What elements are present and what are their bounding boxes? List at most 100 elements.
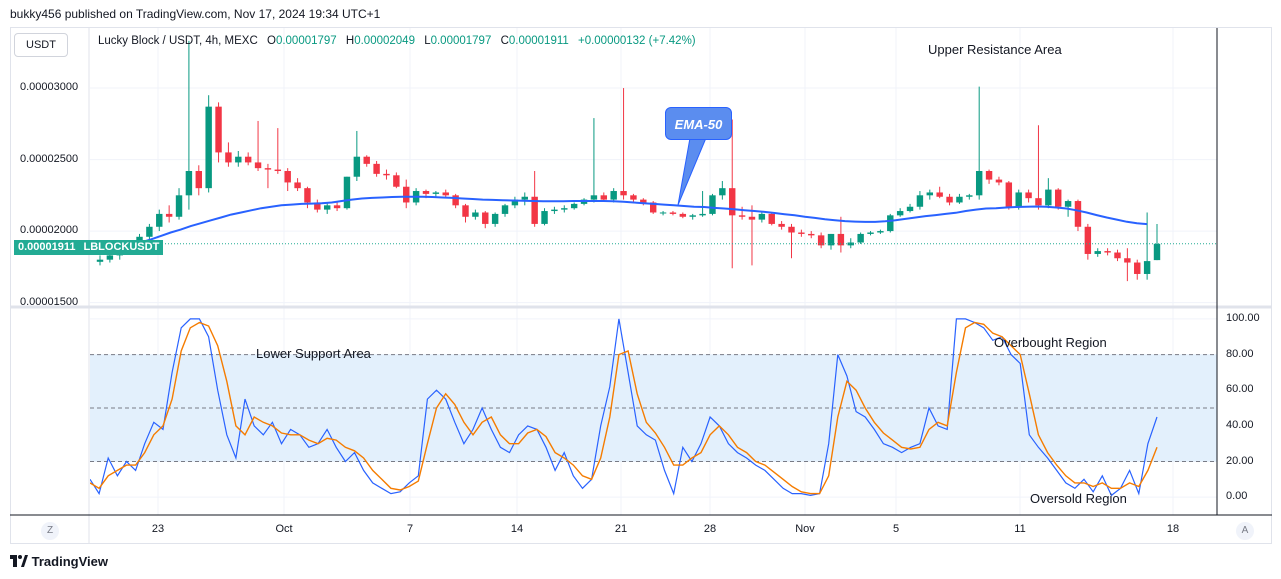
symbol-legend: Lucky Block / USDT, 4h, MEXC O0.00001797…: [98, 35, 696, 47]
stoch-axis-label: 40.00: [1226, 418, 1254, 431]
candle-body: [1134, 262, 1141, 274]
publisher-line: bukky456 published on TradingView.com, N…: [10, 7, 381, 21]
candle-body: [491, 213, 499, 224]
ema-callout-pointer: [677, 137, 707, 206]
candle-body: [758, 213, 766, 220]
candle-body: [393, 175, 400, 187]
candle-body: [630, 195, 637, 200]
candle-body: [333, 205, 341, 209]
tradingview-logo: TradingView: [10, 554, 108, 569]
time-tick-label: Oct: [275, 523, 293, 535]
legend-close-value: 0.00001911: [508, 35, 569, 47]
chart-frame: [10, 27, 1272, 544]
candle-body: [1104, 251, 1111, 253]
candle-body: [847, 242, 854, 246]
candle-body: [857, 233, 864, 243]
candle-body: [570, 203, 578, 209]
candle-body: [975, 171, 983, 196]
time-tick-label: 23: [151, 523, 165, 535]
candle-body: [432, 192, 440, 194]
candle-body: [1094, 251, 1101, 254]
candle-body: [1025, 192, 1032, 199]
candle-body: [966, 195, 973, 197]
candle-body: [442, 192, 449, 196]
candle-body: [1015, 192, 1022, 207]
oversold-label: Oversold Region: [1030, 491, 1127, 506]
candle-body: [669, 212, 677, 214]
legend-low-value: 0.00001797: [430, 35, 492, 47]
candle-body: [610, 191, 617, 200]
candle-body: [521, 196, 528, 200]
currency-button[interactable]: USDT: [14, 33, 68, 57]
candle-body: [383, 173, 390, 176]
candle-body: [373, 163, 380, 174]
candle-body: [235, 156, 242, 163]
candle-body: [679, 213, 687, 217]
stoch-axis-label: 60.00: [1226, 383, 1254, 396]
candle-body: [729, 188, 736, 216]
legend-close-label: C: [500, 35, 509, 47]
candle-body: [541, 211, 548, 224]
candle-body: [323, 205, 331, 210]
candle-body: [205, 106, 212, 189]
candle-body: [906, 206, 914, 212]
candle-body: [1074, 201, 1082, 227]
candle-body: [353, 156, 361, 177]
candle-body: [748, 216, 756, 220]
candle-body: [314, 202, 321, 210]
auto-scale-button[interactable]: A: [1236, 522, 1254, 540]
candle-body: [827, 233, 835, 246]
legend-open-label: O: [266, 35, 276, 47]
candle-body: [1035, 198, 1042, 206]
candle-body: [195, 171, 202, 189]
candle-body: [808, 233, 815, 236]
candle-body: [1064, 201, 1072, 207]
candle-body: [284, 171, 291, 183]
candle-body: [867, 232, 874, 234]
overbought-label: Overbought Region: [994, 335, 1107, 350]
candle-body: [837, 233, 845, 246]
candle-body: [225, 152, 232, 163]
candle-body: [709, 195, 716, 214]
time-tick-label: 18: [1166, 523, 1180, 535]
stoch-axis-label: 0.00: [1226, 490, 1248, 503]
time-tick-label: 21: [614, 523, 628, 535]
legend-change: +0.00000132 (+7.42%): [577, 35, 696, 47]
time-tick-label: 14: [510, 523, 524, 535]
current-price: 0.00001911: [18, 241, 76, 253]
stoch-axis-label: 20.00: [1226, 454, 1254, 467]
ema-50-line: [90, 195, 1148, 253]
candle-body: [472, 212, 479, 217]
candle-body: [106, 255, 114, 260]
time-tick-label: 28: [703, 523, 717, 535]
candle-body: [1124, 258, 1131, 263]
candle-body: [1005, 182, 1013, 207]
candle-body: [788, 226, 795, 233]
timezone-button[interactable]: Z: [41, 522, 59, 540]
candle-body: [175, 195, 183, 217]
candle-body: [561, 208, 568, 210]
candle-body: [1045, 189, 1052, 206]
time-tick-label: 5: [892, 523, 900, 535]
candle-body: [659, 212, 667, 214]
candle-body: [274, 169, 282, 172]
candle-body: [531, 196, 538, 224]
candles: [96, 40, 1161, 282]
candle-body: [995, 179, 1003, 183]
candle-body: [185, 171, 193, 196]
legend-low-label: L: [424, 35, 431, 47]
price-axis-label: 0.00003000: [20, 81, 79, 94]
candle-body: [156, 213, 163, 227]
tradingview-logo-icon: [10, 555, 28, 567]
candle-body: [896, 211, 904, 216]
candle-body: [817, 235, 825, 246]
candle-body: [1143, 261, 1151, 274]
candle-body: [916, 195, 924, 207]
stoch-k-line: [90, 318, 1158, 497]
candle-body: [294, 182, 301, 189]
candle-body: [798, 232, 805, 234]
candle-body: [936, 192, 943, 197]
candle-body: [640, 199, 647, 203]
candle-body: [946, 196, 953, 203]
